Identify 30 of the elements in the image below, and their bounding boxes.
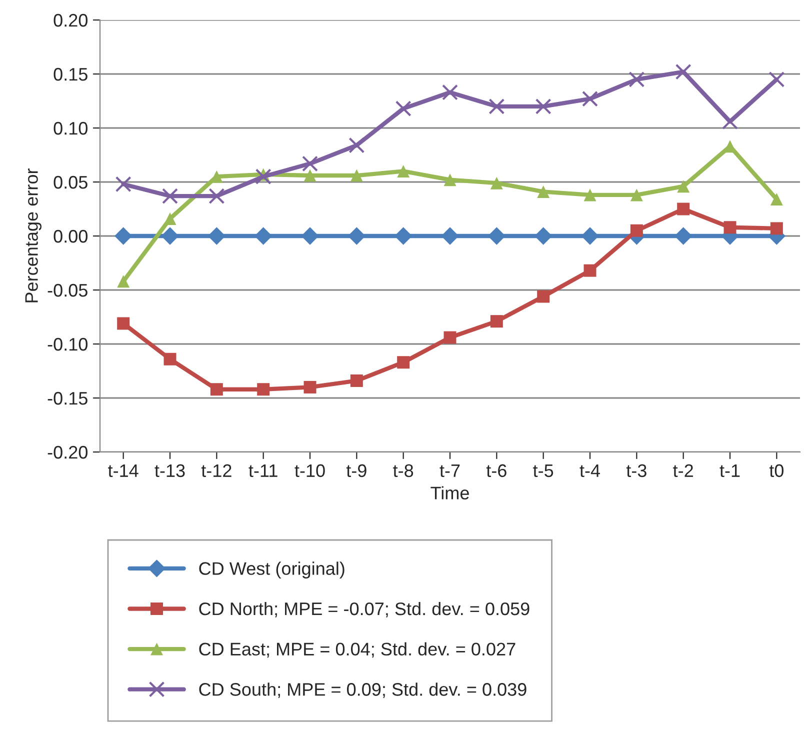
legend-label: CD West (original) [199, 562, 344, 578]
y-tick-label: 0.00 [54, 230, 88, 243]
y-tick-label: -0.20 [48, 446, 88, 459]
x-tick-label: t-7 [440, 464, 460, 478]
x-tick-label: t-8 [393, 464, 414, 478]
x-tick-label: t-1 [720, 464, 740, 478]
y-tick-label: 0.05 [54, 176, 88, 189]
y-axis-title: Percentage error [25, 168, 42, 302]
x-tick-label: t-6 [486, 464, 506, 478]
x-tick-label: t-14 [108, 464, 138, 478]
legend-label: CD South; MPE = 0.09; Std. dev. = 0.039 [199, 682, 526, 698]
x-tick-label: t-9 [346, 464, 366, 478]
x-tick-label: t-11 [248, 464, 278, 478]
x-tick-label: t0 [769, 464, 784, 478]
x-axis-title: Time [430, 486, 469, 500]
x-tick-label: t-13 [154, 464, 185, 478]
legend-label: CD North; MPE = -0.07; Std. dev. = 0.059 [199, 602, 530, 618]
x-tick-label: t-12 [201, 464, 232, 478]
x-tick-label: t-3 [626, 464, 646, 478]
y-tick-label: 0.20 [54, 14, 88, 27]
y-tick-label: -0.10 [48, 338, 88, 351]
legend-label: CD East; MPE = 0.04; Std. dev. = 0.027 [199, 642, 516, 658]
y-tick-label: 0.10 [54, 122, 88, 135]
x-tick-label: t-10 [294, 464, 325, 478]
x-tick-label: t-4 [580, 464, 600, 478]
x-tick-label: t-2 [673, 464, 693, 478]
y-tick-label: 0.15 [54, 68, 88, 81]
y-tick-label: -0.05 [48, 284, 88, 297]
x-tick-label: t-5 [533, 464, 554, 478]
y-tick-label: -0.15 [48, 392, 88, 405]
